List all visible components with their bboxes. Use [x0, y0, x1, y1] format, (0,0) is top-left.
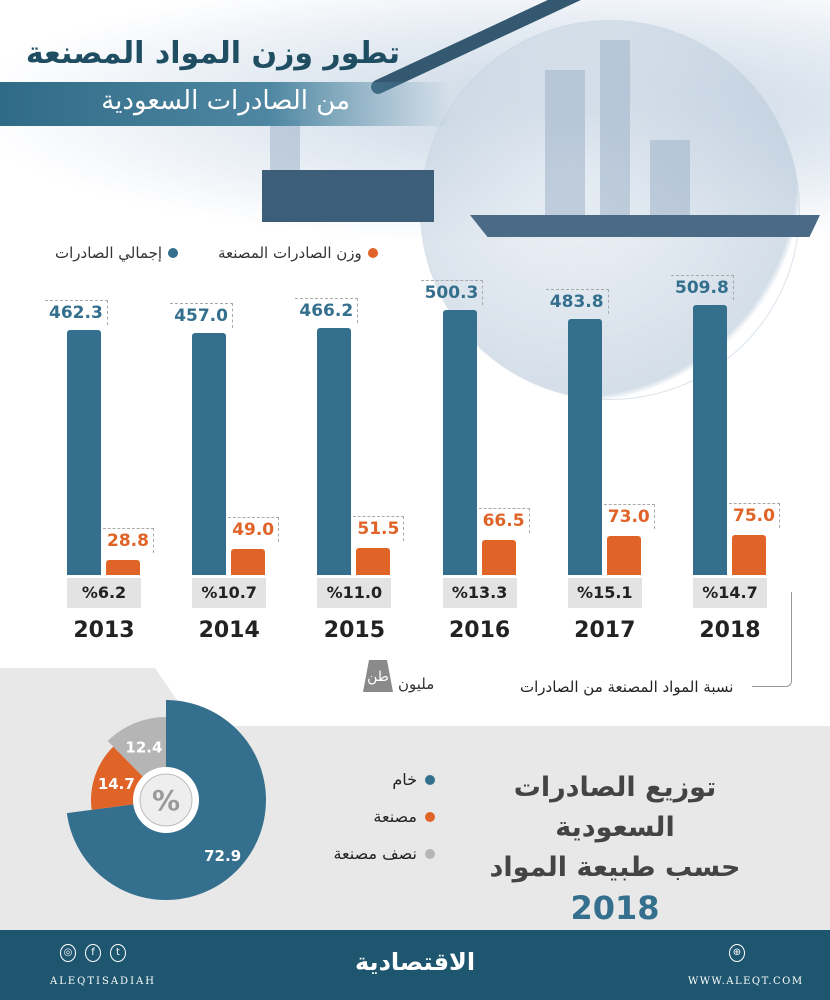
bar-manufactured	[356, 547, 391, 575]
facebook-icon[interactable]: f	[85, 944, 101, 962]
social-handle[interactable]: ALEQTISADIAH	[50, 976, 156, 987]
label-total: 500.3	[420, 279, 484, 305]
year-label: 2014	[198, 618, 260, 643]
bar-manufactured	[732, 535, 766, 575]
label-manufactured: 49.0	[228, 517, 280, 543]
year-label: 2016	[448, 618, 511, 643]
share-label: %10.7	[192, 578, 267, 608]
legend-label: إجمالي الصادرات	[55, 244, 163, 262]
bar-manufactured	[106, 559, 140, 575]
building-image	[600, 40, 630, 220]
pie-title-line: توزيع الصادرات السعودية	[513, 772, 717, 843]
pie-year: 2018	[570, 889, 660, 927]
footer: ◎ f t ALEQTISADIAH الاقتصادية ⊕ WWW.ALEQ…	[0, 930, 830, 1000]
label-total: 466.2	[295, 297, 359, 323]
ratio-connector	[752, 592, 792, 687]
bar-total	[67, 329, 101, 575]
page-subtitle: من الصادرات السعودية	[101, 86, 350, 116]
share-label: %11.0	[317, 578, 392, 608]
pie-legend-label: مصنعة	[373, 807, 417, 826]
label-total: 462.3	[45, 299, 108, 325]
legend-dot-icon	[425, 775, 435, 785]
bar-manufactured	[481, 539, 516, 575]
logo: الاقتصادية	[355, 948, 476, 976]
percent-badge	[139, 773, 193, 827]
pie-title: توزيع الصادرات السعودية حسب طبيعة المواد…	[470, 768, 760, 928]
bar-total	[317, 327, 352, 575]
label-manufactured: 28.8	[103, 527, 154, 553]
bar-total	[192, 332, 227, 575]
bar-total	[693, 304, 727, 575]
pie-value-label: 14.7	[98, 775, 135, 793]
pie-value-label: 12.4	[125, 738, 162, 756]
pie-value-label: 72.9	[204, 847, 241, 865]
label-total: 509.8	[671, 274, 734, 300]
legend-total: إجمالي الصادرات	[55, 244, 179, 262]
legend-dot-icon	[168, 248, 179, 258]
label-manufactured: 73.0	[603, 504, 655, 530]
share-label: %14.7	[693, 578, 767, 608]
bar-total	[567, 318, 602, 575]
percent-icon: %	[152, 784, 180, 817]
label-manufactured: 51.5	[353, 515, 405, 541]
legend-label: وزن الصادرات المصنعة	[218, 244, 362, 262]
ratio-note: نسبة المواد المصنعة من الصادرات	[520, 678, 734, 696]
instagram-icon[interactable]: ◎	[60, 944, 76, 962]
pie-legend-label: خام	[392, 770, 417, 789]
legend-dot-icon	[425, 812, 435, 822]
truck-image	[262, 170, 434, 222]
pie-legend-label: نصف مصنعة	[333, 844, 417, 863]
globe-icon: ⊕	[729, 944, 745, 962]
bar-total	[442, 309, 477, 575]
label-manufactured: 75.0	[729, 503, 780, 529]
share-label: %6.2	[67, 578, 141, 608]
year-label: 2015	[323, 618, 385, 643]
share-label: %15.1	[567, 578, 642, 608]
subtitle-band	[0, 82, 450, 126]
ship-image	[470, 215, 820, 237]
pie-legend: خام مصنعة نصف مصنعة	[215, 770, 435, 863]
legend-dot-icon	[425, 849, 435, 859]
pie-title-line: حسب طبيعة المواد	[489, 852, 741, 883]
legend-manufactured: وزن الصادرات المصنعة	[218, 244, 378, 262]
bar-manufactured	[606, 536, 641, 575]
page-title: تطور وزن المواد المصنعة	[25, 36, 400, 71]
year-label: 2017	[574, 618, 636, 643]
unit-label: مليون	[398, 675, 435, 693]
twitter-icon[interactable]: t	[110, 944, 126, 962]
share-label: %13.3	[442, 578, 517, 608]
label-total: 483.8	[545, 288, 609, 314]
building-image	[650, 140, 690, 220]
website-link[interactable]: WWW.ALEQT.COM	[688, 976, 804, 987]
weight-icon: طن	[363, 660, 393, 692]
label-manufactured: 66.5	[478, 507, 530, 533]
pie-chart: 72.9 14.7 12.4%	[66, 700, 267, 900]
year-label: 2018	[699, 618, 761, 643]
legend-dot-icon	[367, 248, 378, 258]
building-image	[545, 70, 585, 220]
label-total: 457.0	[170, 302, 233, 328]
header-image: تطور وزن المواد المصنعة من الصادرات السع…	[0, 0, 830, 400]
year-label: 2013	[73, 618, 135, 643]
bar-manufactured	[231, 549, 266, 575]
